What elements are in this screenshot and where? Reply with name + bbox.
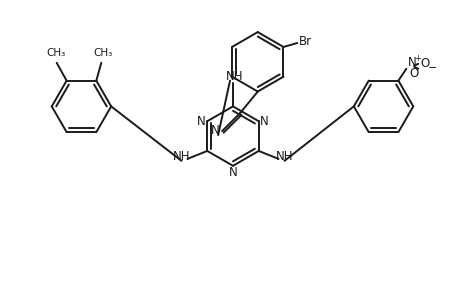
Text: NH: NH: [276, 150, 293, 163]
Text: N: N: [197, 115, 205, 128]
Text: O: O: [420, 57, 430, 70]
Text: NH: NH: [173, 150, 190, 163]
Text: N: N: [229, 166, 237, 179]
Text: CH₃: CH₃: [93, 48, 113, 58]
Text: O: O: [410, 67, 419, 80]
Text: N: N: [260, 115, 269, 128]
Text: +: +: [414, 54, 421, 63]
Text: N: N: [211, 124, 219, 137]
Text: CH₃: CH₃: [46, 48, 65, 58]
Text: Br: Br: [299, 36, 312, 49]
Text: −: −: [427, 63, 437, 73]
Text: N: N: [408, 56, 417, 69]
Text: NH: NH: [226, 70, 244, 83]
